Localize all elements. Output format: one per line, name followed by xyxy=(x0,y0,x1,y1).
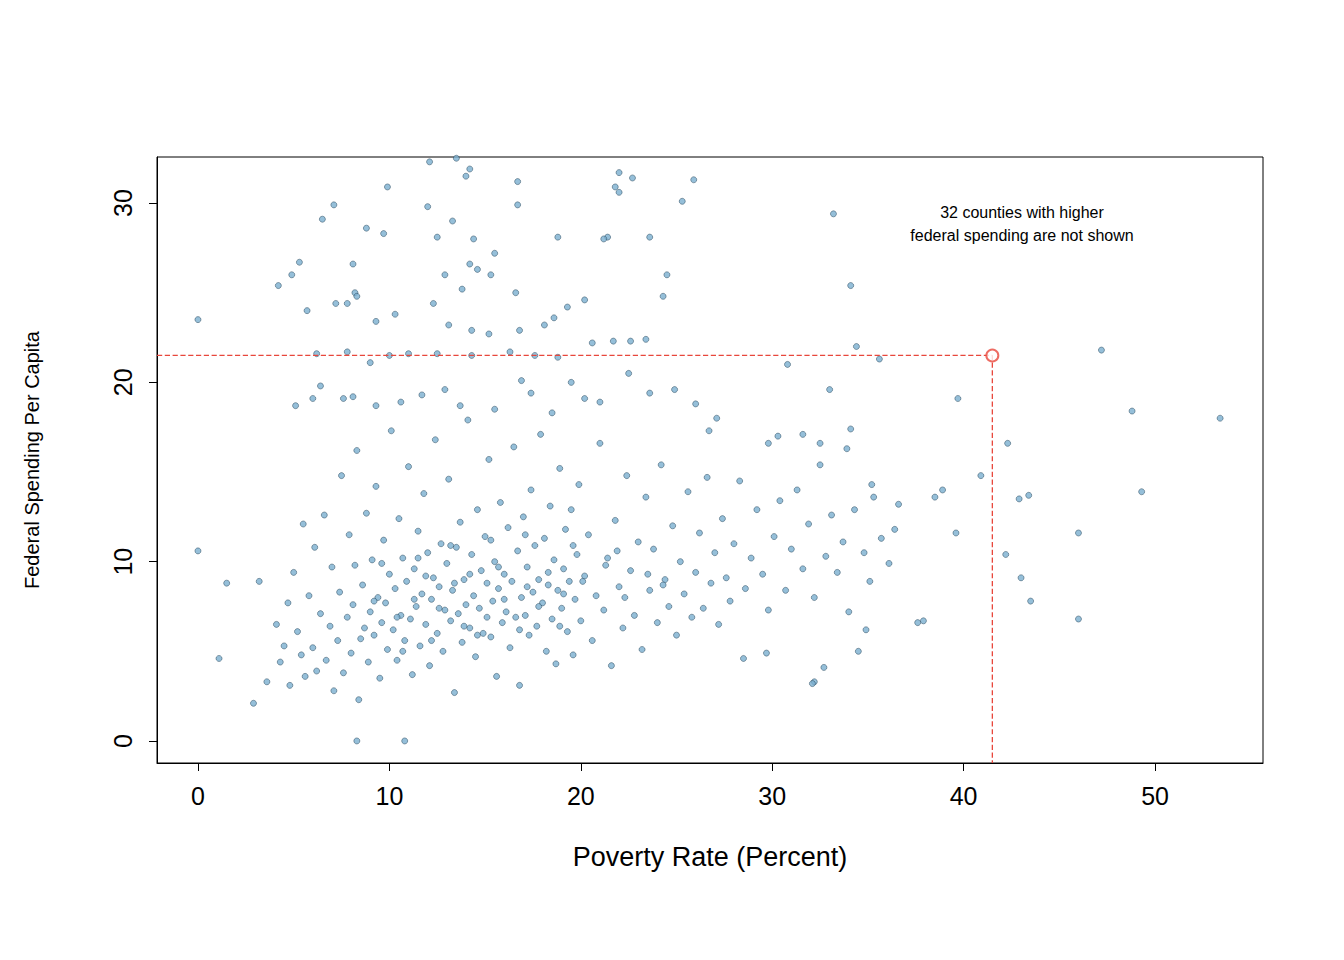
svg-text:40: 40 xyxy=(950,782,978,810)
svg-text:0: 0 xyxy=(191,782,205,810)
svg-text:30: 30 xyxy=(109,189,137,217)
svg-text:10: 10 xyxy=(109,548,137,576)
svg-text:Poverty Rate (Percent): Poverty Rate (Percent) xyxy=(573,842,848,872)
svg-text:Federal Spending Per Capita: Federal Spending Per Capita xyxy=(21,330,43,589)
svg-text:10: 10 xyxy=(375,782,403,810)
svg-text:0: 0 xyxy=(109,734,137,748)
svg-text:20: 20 xyxy=(567,782,595,810)
svg-text:30: 30 xyxy=(758,782,786,810)
svg-text:32 counties with higher: 32 counties with higher xyxy=(940,204,1104,221)
svg-text:20: 20 xyxy=(109,368,137,396)
svg-text:federal spending are not shown: federal spending are not shown xyxy=(910,227,1133,244)
svg-text:50: 50 xyxy=(1141,782,1169,810)
